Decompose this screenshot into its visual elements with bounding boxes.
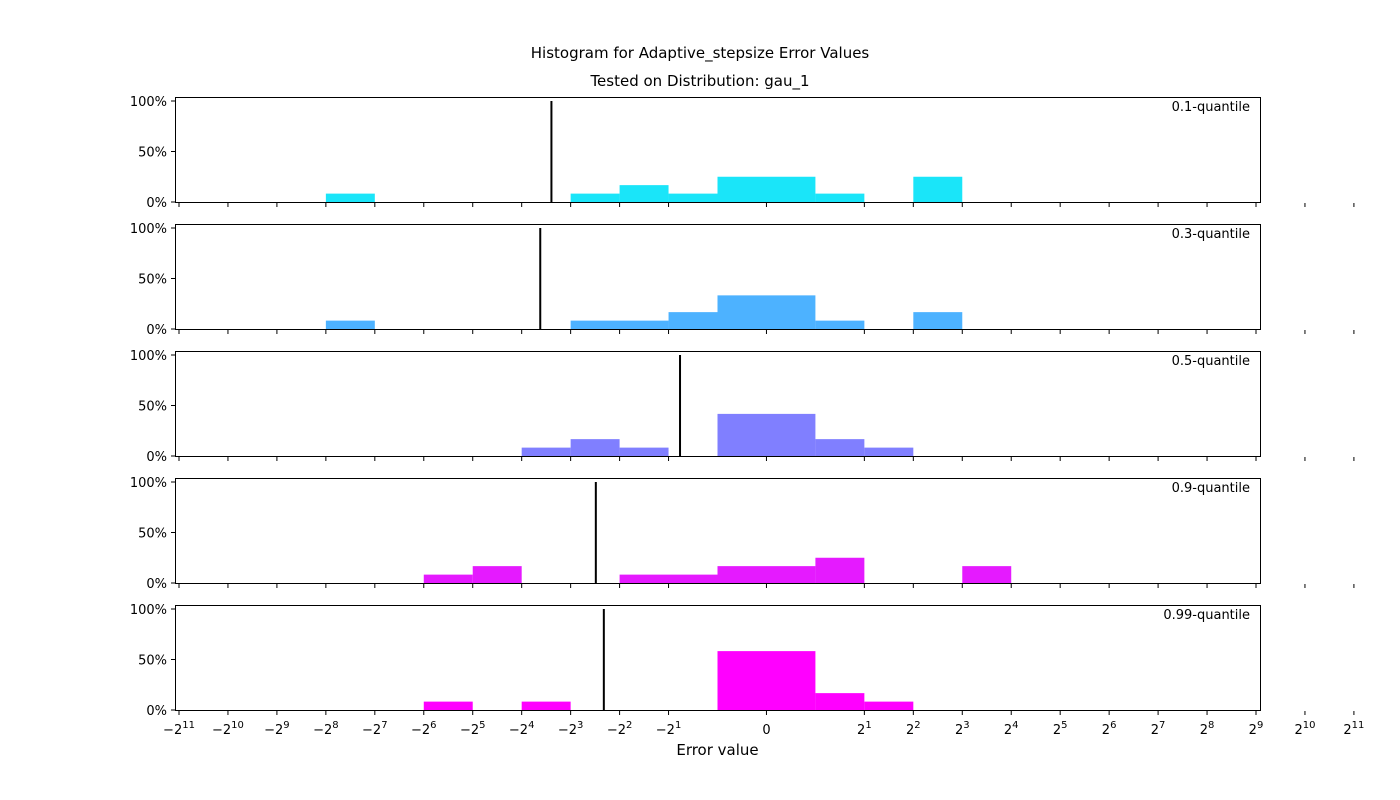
x-tick-label: 21 [857, 720, 872, 738]
histogram-bar [913, 312, 963, 329]
x-tick-label: 28 [1200, 720, 1215, 738]
histogram-bar [570, 193, 620, 202]
x-tick-label: −27 [362, 720, 388, 738]
x-tick-label: −23 [558, 720, 584, 738]
histogram-bar [717, 176, 816, 202]
x-tick-label: −29 [264, 720, 290, 738]
histogram-bar [521, 701, 571, 710]
x-tick-label: 211 [1343, 720, 1364, 738]
histogram-bar [619, 185, 669, 202]
histogram-bar [815, 193, 865, 202]
histogram-bar [717, 413, 816, 456]
histogram-bar [815, 439, 865, 456]
y-tick-label: 0% [146, 577, 167, 592]
x-tick-label: 25 [1053, 720, 1068, 738]
histogram-bar [570, 320, 669, 329]
histogram-bar [619, 447, 669, 456]
histogram-bar [864, 701, 914, 710]
histogram-panel: 0% 50% 100% 0.9-quantile [130, 476, 1355, 592]
x-tick-label: 210 [1294, 720, 1315, 738]
x-tick-label: 0 [762, 723, 770, 738]
y-tick-label: 50% [138, 273, 167, 288]
histogram-bar [521, 447, 571, 456]
y-tick-label: 50% [138, 654, 167, 669]
y-tick-label: 50% [138, 527, 167, 542]
histogram-bar [913, 176, 963, 202]
y-tick-label: 0% [146, 196, 167, 211]
y-tick-label: 0% [146, 704, 167, 719]
y-tick-label: 0% [146, 323, 167, 338]
histogram-bar [423, 701, 473, 710]
x-tick-label: 27 [1151, 720, 1166, 738]
x-tick-label: −21 [656, 720, 682, 738]
histogram-bar [570, 439, 620, 456]
y-tick-label: 100% [130, 476, 167, 491]
panel-frame [175, 605, 1261, 711]
quantile-label: 0.99-quantile [1163, 608, 1250, 623]
y-tick-label: 50% [138, 146, 167, 161]
quantile-label: 0.1-quantile [1172, 100, 1250, 115]
histogram-bar [423, 574, 473, 583]
x-tick-label: −25 [460, 720, 486, 738]
quantile-label: 0.3-quantile [1172, 227, 1250, 242]
chart-subtitle: Tested on Distribution: gau_1 [590, 72, 810, 90]
x-tick-label: 23 [955, 720, 970, 738]
y-tick-label: 100% [130, 603, 167, 618]
panel-frame [175, 97, 1261, 203]
histogram-bar [668, 312, 718, 329]
y-tick-label: 100% [130, 349, 167, 364]
quantile-label: 0.5-quantile [1172, 354, 1250, 369]
histogram-bar [717, 295, 816, 329]
x-tick-label: −28 [313, 720, 339, 738]
histogram-bar [668, 193, 718, 202]
y-tick-label: 100% [130, 222, 167, 237]
panel-frame [175, 351, 1261, 457]
histogram-bar [619, 574, 718, 583]
histogram-bar [815, 320, 865, 329]
x-tick-label: 29 [1249, 720, 1264, 738]
histogram-bar [864, 447, 914, 456]
x-tick-label: −26 [411, 720, 437, 738]
y-tick-label: 0% [146, 450, 167, 465]
histogram-bar [815, 557, 865, 583]
x-tick-label: −211 [163, 720, 195, 738]
histogram-bar [815, 693, 865, 710]
histogram-bar [325, 193, 375, 202]
panel-frame [175, 478, 1261, 584]
x-axis-label: Error value [676, 741, 758, 759]
histogram-bar [717, 566, 816, 583]
histogram-bar [717, 651, 816, 710]
quantile-label: 0.9-quantile [1172, 481, 1250, 496]
y-tick-label: 50% [138, 400, 167, 415]
histogram-panel: 0% 50% 100% 0.1-quantile [130, 95, 1355, 211]
y-tick-label: 100% [130, 95, 167, 110]
x-tick-label: 26 [1102, 720, 1117, 738]
x-tick-label: −210 [212, 720, 244, 738]
histogram-panel: 0% 50% 100% 0.99-quantile [130, 603, 1355, 719]
x-tick-label: −24 [509, 720, 535, 738]
histogram-panel: 0% 50% 100% 0.3-quantile [130, 222, 1355, 338]
chart-title: Histogram for Adaptive_stepsize Error Va… [530, 44, 870, 62]
panel-frame [175, 224, 1261, 330]
histogram-panel: 0% 50% 100% 0.5-quantile [130, 349, 1355, 465]
histogram-bar [325, 320, 375, 329]
histogram-bar [962, 566, 1012, 583]
histogram-bar [472, 566, 522, 583]
x-tick-label: 22 [906, 720, 921, 738]
x-tick-label: −22 [607, 720, 633, 738]
x-tick-label: 24 [1004, 720, 1019, 738]
